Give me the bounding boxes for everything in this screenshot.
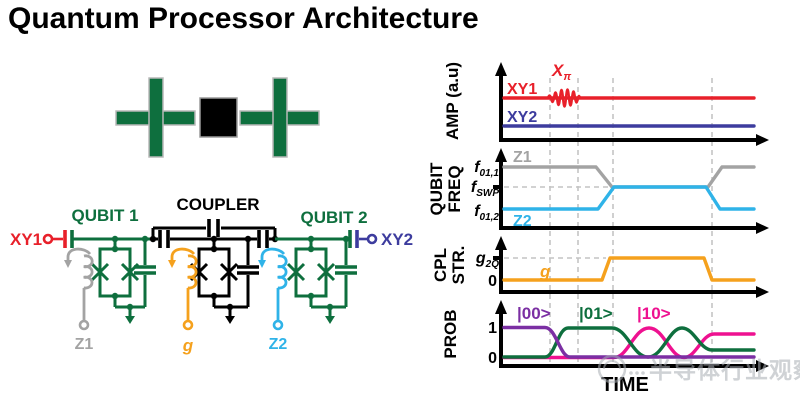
- coupler-circuit: [149, 219, 279, 324]
- pulse-label: Xπ: [551, 61, 571, 83]
- freq-z2-label: Z2: [513, 213, 532, 230]
- tick-sub: 01,1: [480, 168, 500, 179]
- pulse-label-sub: π: [563, 71, 571, 83]
- panel-axes: [493, 62, 769, 372]
- amp-xy1-label: XY1: [507, 81, 537, 98]
- z1-waveform: [502, 165, 756, 189]
- xy1-terminal-icon: [42, 233, 54, 245]
- qubit2-label: QUBIT 2: [300, 208, 367, 227]
- flux-arrow-icon: [258, 260, 266, 268]
- watermark: 半导体行业观察: [597, 354, 800, 384]
- g-port-label: g: [182, 336, 194, 355]
- inductor-coil-icon: [187, 254, 198, 290]
- amp-ylabel: AMP (a.u): [443, 62, 462, 140]
- tick-base: f: [471, 179, 478, 196]
- josephson-junction-icon: [90, 262, 110, 282]
- prob-00-waveform: [502, 325, 756, 359]
- coupler-square-shape: [199, 97, 238, 138]
- page-title: Quantum Processor Architecture: [8, 2, 479, 35]
- state-01-label: |01>: [579, 304, 613, 323]
- freq-tick-f012: f01,2: [474, 203, 499, 223]
- inductor-coil-icon: [277, 254, 288, 290]
- xy1-port-label: XY1: [10, 230, 42, 249]
- circuit-schematic: QUBIT 1 COUPLER QUBIT 2 XY1: [10, 195, 413, 355]
- prob-panel: PROB 1 0 |00> |01> |10> TIME: [441, 304, 756, 396]
- josephson-junction-icon: [316, 262, 336, 282]
- tick-base: g: [475, 250, 486, 267]
- flux-arrow-icon: [64, 260, 72, 268]
- cpl-tick-zero: 0: [488, 273, 497, 290]
- freq-tick-f011: f01,1: [474, 159, 499, 179]
- cpl-panel: CPL STR. g2Q 0 g: [431, 246, 756, 290]
- timing-diagrams: AMP (a.u) XY1 XY2 Xπ QUBIT FREQ f01,1 fS…: [427, 61, 769, 396]
- amp-xy2-label: XY2: [507, 109, 537, 126]
- tick-sub: 01,2: [480, 212, 500, 223]
- xy2-port: XY2: [348, 230, 413, 249]
- watermark-text: 半导体行业观察: [649, 357, 800, 384]
- g-waveform: [502, 256, 756, 282]
- inductor-coil-icon: [83, 254, 94, 290]
- josephson-junction-icon: [286, 262, 306, 282]
- g-terminal-icon: [182, 319, 194, 331]
- qubit1-circuit: [72, 235, 156, 324]
- qubit2-cross-shape: [239, 77, 320, 158]
- amp-panel: AMP (a.u) XY1 XY2 Xπ: [443, 61, 756, 140]
- cpl-ylabel-line2: STR.: [449, 246, 468, 285]
- cpl-g-label: g: [539, 262, 551, 281]
- state-10-label: |10>: [637, 304, 671, 323]
- prob-tick-one: 1: [488, 320, 497, 337]
- qubit1-label: QUBIT 1: [71, 206, 138, 225]
- time-axis-label: TIME: [601, 374, 649, 396]
- xy1-port: XY1: [10, 230, 74, 249]
- tick-sub: 2Q: [485, 259, 500, 270]
- xy1-pulse-burst: [546, 88, 582, 108]
- cpl-tick-g2q: g2Q: [475, 250, 499, 270]
- xy2-port-label: XY2: [381, 230, 413, 249]
- cpl-ylabel-line1: CPL: [431, 248, 450, 282]
- qubit2-circuit: [275, 235, 357, 324]
- prob-tick-zero: 0: [488, 350, 497, 367]
- watermark-logo-icon: [597, 354, 627, 384]
- z2-waveform: [502, 185, 756, 211]
- z1-port-label: Z1: [75, 336, 94, 353]
- z2-flux-line: Z2: [258, 247, 288, 353]
- xy2-terminal-icon: [366, 233, 378, 245]
- prob-ylabel: PROB: [441, 309, 460, 358]
- tick-sub: SWP: [476, 188, 499, 199]
- freq-ylabel-line2: FREQ: [445, 165, 464, 212]
- coupler-label: COUPLER: [176, 195, 259, 214]
- pulse-label-base: X: [551, 61, 565, 80]
- qubit1-cross-shape: [115, 77, 196, 158]
- freq-tick-fswp: fSWP: [471, 179, 499, 199]
- z1-flux-line: Z1: [64, 247, 94, 353]
- freq-ylabel-line1: QUBIT: [427, 162, 446, 216]
- z1-terminal-icon: [78, 319, 90, 331]
- josephson-junction-icon: [219, 262, 239, 282]
- tick-base: f: [474, 159, 481, 176]
- flux-arrow-icon: [168, 260, 176, 268]
- state-00-label: |00>: [517, 304, 551, 323]
- z2-port-label: Z2: [269, 336, 288, 353]
- g-flux-line: g: [168, 247, 198, 355]
- chip-layout-graphic: [115, 77, 320, 158]
- watermark-logo-icon: [603, 360, 621, 370]
- tick-base: f: [474, 203, 481, 220]
- z2-terminal-icon: [272, 319, 284, 331]
- freq-z1-label: Z1: [513, 149, 532, 166]
- freq-panel: QUBIT FREQ f01,1 fSWP f01,2 Z1 Z2: [427, 149, 756, 230]
